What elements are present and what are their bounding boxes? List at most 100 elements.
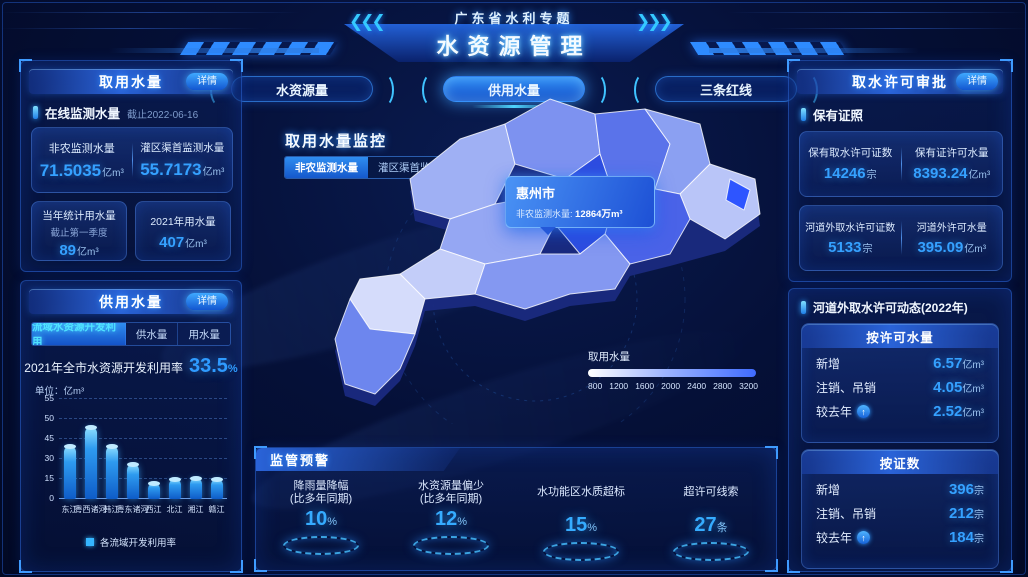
warn-sub: (比多年同期) — [289, 493, 353, 505]
intake-panel-title: 取用水量 — [99, 73, 163, 90]
rate-label: 2021年全市水资源开发利用率 — [24, 361, 183, 375]
divider — [131, 143, 133, 177]
stat-unit: 亿m³ — [77, 247, 99, 258]
stat-outside-volume: 河道外许可水量 395.09亿m³ — [902, 215, 1003, 261]
stat-label: 河道外许可水量 — [916, 223, 987, 234]
bar-粤西诸河[interactable] — [84, 425, 97, 499]
dyn-row-vs-lastyear: 较去年 2.52亿m³ — [802, 396, 998, 420]
x-tick-label: 粤西诸河 — [74, 505, 107, 514]
dyn-unit: 亿m³ — [962, 408, 984, 419]
bar-东江[interactable] — [63, 443, 76, 499]
warn-label: 水功能区水质超标 — [537, 486, 625, 498]
stat-label: 灌区渠首监测水量 — [140, 142, 225, 154]
map-legend-gradient — [588, 369, 756, 377]
dyn-label: 较去年 — [816, 405, 853, 419]
stat-unit: 亿m³ — [102, 167, 124, 179]
map-ring-decor — [432, 196, 638, 402]
dyn-value: 396 — [948, 481, 974, 498]
dyn-card-title: 按证数 — [802, 450, 998, 474]
dyn-unit: 宗 — [974, 534, 984, 545]
divider — [900, 147, 902, 181]
page-title: 水资源管理 — [436, 34, 592, 59]
tab-supply-water[interactable]: 供用水量 — [422, 73, 606, 108]
bar-赣江[interactable] — [210, 477, 223, 499]
warn-unit: % — [587, 522, 598, 534]
arrow-up-icon — [857, 405, 871, 418]
warn-unit: % — [457, 516, 468, 528]
basin-chart-legend: 各流域开发利用率 — [21, 535, 241, 549]
stat-value: 5133 — [828, 239, 862, 256]
stat-unit: 亿m³ — [185, 239, 207, 250]
y-tick-label: 0 — [49, 493, 54, 503]
dyn-unit: 亿m³ — [962, 360, 984, 371]
legend-tick: 2000 — [661, 381, 681, 391]
stat-unit: 亿m³ — [964, 244, 987, 255]
dyn-row-cancel: 注销、吊销 212宗 — [802, 498, 998, 522]
corner-decor — [19, 59, 32, 72]
stat-nonagri: 非农监测水量 71.5035亿m³ — [32, 136, 132, 185]
map-region[interactable] — [334, 298, 416, 395]
current-year-card: 当年统计用水量 截止第一季度 89亿m³ — [31, 201, 127, 261]
ellipse-platform-icon — [543, 542, 619, 561]
x-tick-label: 赣江 — [208, 505, 225, 514]
tab-label: 三条红线 — [699, 82, 752, 98]
map-title: 取用水量监控 — [285, 133, 388, 150]
warn-value: 10 — [304, 508, 328, 530]
gridline — [59, 478, 227, 479]
map-region[interactable] — [399, 248, 486, 300]
toggle-nonagri[interactable]: 非农监测水量 — [285, 157, 368, 178]
map-region[interactable] — [725, 178, 751, 211]
warning-panel-title: 监管预警 — [256, 448, 460, 471]
stat-unit: 亿m³ — [968, 170, 991, 181]
warn-value: 12 — [434, 508, 458, 530]
warning-item-rainfall: 降雨量降幅 (比多年同期) 10% — [256, 480, 386, 561]
tab-basin-utilization[interactable]: 流域水资源开发利用 — [32, 323, 126, 345]
online-monitor-card: 非农监测水量 71.5035亿m³ 灌区渠首监测水量 55.7173 亿m³ — [31, 127, 233, 193]
tab-water-resource[interactable]: 水资源量 — [210, 73, 394, 107]
tab-supply-volume[interactable]: 供水量 — [125, 323, 179, 345]
ellipse-platform-icon — [673, 542, 749, 561]
map-tooltip: 惠州市 非农监测水量: 12864万m³ — [505, 176, 655, 235]
bar-北江[interactable] — [168, 477, 181, 499]
header-bar-right — [709, 48, 919, 53]
bar-粤东诸河[interactable] — [126, 462, 139, 499]
tab-use-volume[interactable]: 用水量 — [178, 323, 230, 345]
rate-unit: % — [227, 363, 238, 375]
stat-value: 55.7173 — [140, 160, 202, 179]
x-tick-label: 北江 — [166, 505, 183, 514]
supply-tabs: 流域水资源开发利用 供水量 用水量 — [31, 322, 231, 346]
divider — [900, 221, 902, 255]
dyn-value: 212 — [948, 505, 974, 522]
warn-value: 15 — [564, 514, 588, 536]
basin-chart-plot: 0 15 30 45 50 55 — [45, 393, 227, 503]
tooltip-value: 12864万m³ — [575, 209, 623, 220]
supply-detail-button[interactable]: 详情 — [186, 293, 228, 310]
bar-西江[interactable] — [147, 481, 160, 499]
stat-note: 截止第一季度 — [50, 228, 108, 239]
warn-label: 降雨量降幅 — [293, 480, 349, 492]
warning-item-resource: 水资源量偏少 (比多年同期) 12% — [386, 480, 516, 561]
permit-detail-button[interactable]: 详情 — [956, 73, 998, 90]
utilization-rate-row: 2021年全市水资源开发利用率 33.5% — [21, 355, 241, 378]
corner-decor — [254, 559, 267, 572]
map-legend-ticks: 800 1200 1600 2000 2400 2800 3200 — [588, 381, 758, 391]
dyn-value: 4.05 — [933, 379, 963, 396]
bar-湘江[interactable] — [189, 475, 202, 499]
stat-value: 395.09 — [917, 239, 964, 256]
section-label: 河道外取水许可动态(2022年) — [813, 301, 968, 315]
warn-unit: 条 — [716, 522, 728, 534]
dyn-row-cancel: 注销、吊销 4.05亿m³ — [802, 372, 998, 396]
stat-label: 2021年用水量 — [150, 216, 216, 228]
bar-韩江[interactable] — [105, 443, 118, 499]
intake-detail-button[interactable]: 详情 — [186, 73, 228, 90]
header-bar-left — [109, 48, 319, 53]
map-region[interactable] — [474, 233, 631, 310]
y-tick-label: 45 — [44, 433, 54, 443]
last-year-card: 2021年用水量 407亿m³ — [135, 201, 231, 261]
dyn-unit: 宗 — [974, 486, 984, 497]
tab-label: 供用水量 — [487, 82, 540, 98]
bg-decor-line — [0, 12, 300, 13]
permit-panel: 取水许可审批 详情 保有证照 保有取水许可证数 14246宗 保有证许可水量 8… — [787, 59, 1013, 282]
ellipse-platform-icon — [283, 536, 359, 555]
permit-panel-title: 取水许可审批 — [852, 73, 948, 90]
